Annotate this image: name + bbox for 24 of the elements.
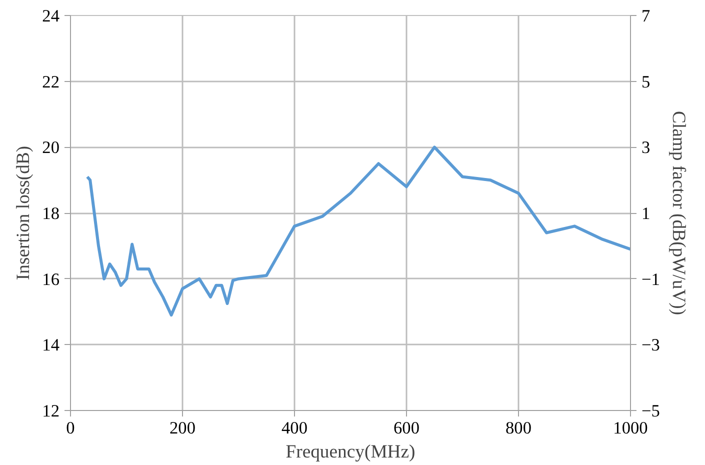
y2-tick-label: −5: [642, 402, 660, 420]
y2-tick-label: 7: [642, 6, 650, 26]
y-axis-title: Insertion loss(dB): [13, 146, 34, 280]
y-tick-label: 22: [42, 72, 60, 92]
x-tick-label: 0: [66, 418, 75, 438]
line-series: [86, 146, 630, 317]
y-tick-label: 18: [42, 204, 60, 223]
x-tick-label: 200: [170, 418, 196, 438]
y-tick-label: 14: [42, 336, 60, 355]
x-axis-title: Frequency(MHz): [286, 442, 416, 462]
x-tick-label: 1000: [613, 418, 648, 438]
y2-axis-title: Clamp factor (dB(pW/uV)): [668, 110, 689, 316]
y-tick-label: 12: [42, 402, 60, 420]
x-tick-label: 800: [506, 418, 532, 438]
x-tick-label: 600: [394, 418, 420, 438]
y-tick-label: 20: [42, 138, 60, 158]
y2-tick-label: 3: [642, 138, 650, 158]
y-tick-label: 16: [42, 270, 60, 289]
y2-tick-label: 5: [642, 72, 650, 92]
y2-tick-label: −1: [642, 270, 660, 289]
x-tick-label: 400: [282, 418, 308, 438]
y2-tick-label: −3: [642, 336, 660, 355]
y2-tick-label: 1: [642, 204, 650, 223]
y-tick-label: 24: [42, 6, 60, 26]
